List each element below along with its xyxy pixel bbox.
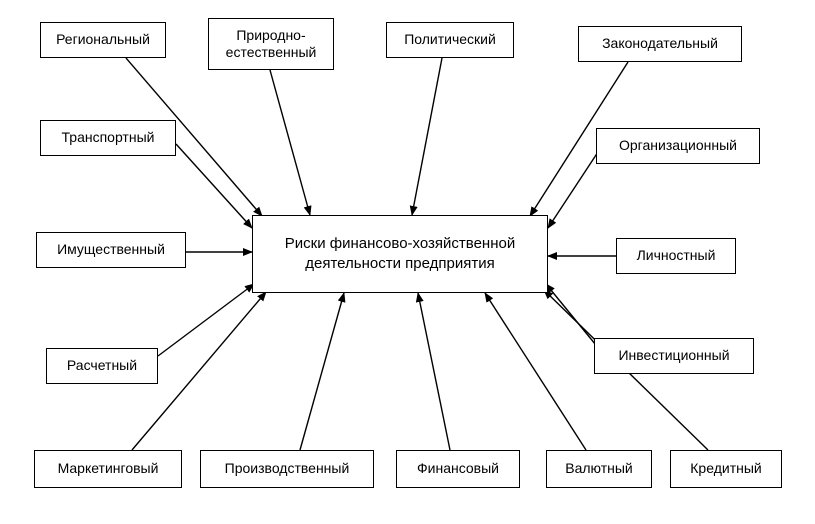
node-property: Имущественный: [36, 232, 186, 268]
node-legislative: Законодательный: [578, 26, 742, 62]
node-settlement: Расчетный: [46, 348, 158, 384]
node-label: Производственный: [225, 460, 350, 478]
node-personal: Личностный: [616, 238, 736, 274]
node-financial: Финансовый: [396, 450, 520, 488]
node-label: Транспортный: [62, 129, 155, 147]
node-credit: Кредитный: [670, 450, 782, 488]
center-node: Риски финансово-хозяйственнойдеятельност…: [252, 215, 548, 293]
edge-political-to-center: [412, 58, 442, 215]
node-production: Производственный: [200, 450, 374, 488]
edge-natural-to-center: [270, 70, 310, 215]
node-label: Маркетинговый: [58, 460, 159, 478]
node-label: Природно-естественный: [226, 27, 317, 62]
node-label: Валютный: [565, 460, 633, 478]
node-organizational: Организационный: [596, 128, 760, 164]
node-label: Кредитный: [690, 460, 761, 478]
node-regional: Региональный: [40, 22, 166, 58]
node-label: Законодательный: [602, 35, 718, 53]
edge-financial-to-center: [418, 293, 450, 450]
node-label: Политический: [404, 31, 496, 49]
edge-settlement-to-center: [158, 284, 254, 356]
node-label: Региональный: [56, 31, 150, 49]
node-political: Политический: [386, 22, 514, 58]
node-currency: Валютный: [546, 450, 652, 488]
edge-organizational-to-center: [548, 152, 598, 228]
node-label: Организационный: [619, 137, 737, 155]
node-investment: Инвестиционный: [594, 338, 754, 374]
node-natural: Природно-естественный: [208, 18, 334, 70]
node-label: Личностный: [637, 247, 716, 265]
edge-production-to-center: [300, 293, 344, 450]
edge-investment-to-center: [546, 284, 600, 350]
node-label: Инвестиционный: [618, 347, 729, 365]
node-transport: Транспортный: [40, 120, 176, 156]
node-label: Имущественный: [57, 241, 165, 259]
node-label: Финансовый: [417, 460, 499, 478]
center-node-label: Риски финансово-хозяйственнойдеятельност…: [285, 234, 515, 275]
edge-currency-to-center: [485, 293, 586, 450]
node-label: Расчетный: [67, 357, 137, 375]
edge-transport-to-center: [176, 144, 252, 228]
node-marketing: Маркетинговый: [34, 450, 182, 488]
